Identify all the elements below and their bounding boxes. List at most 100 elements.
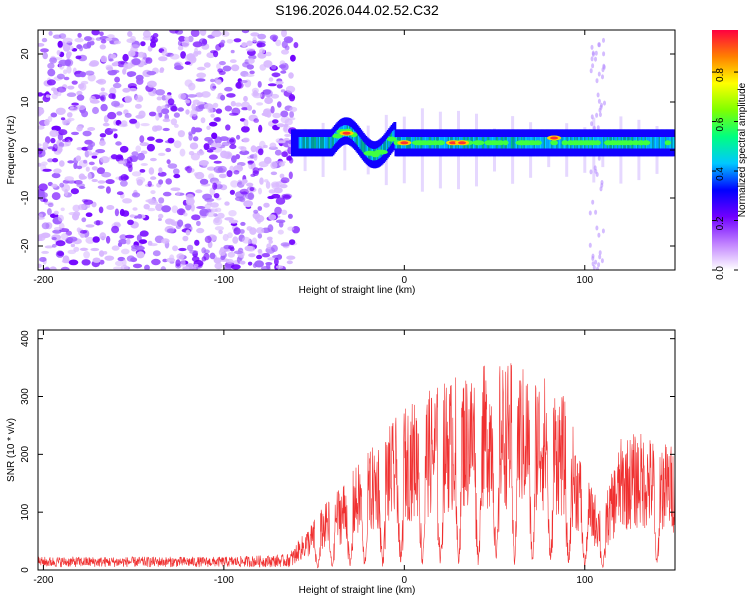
heatmap-cell (201, 247, 207, 254)
heatmap-cell (150, 190, 156, 195)
heatmap-cell (190, 203, 195, 212)
heatmap-cell (596, 92, 600, 98)
heatmap-cell (53, 210, 59, 215)
heatmap-cell (150, 176, 157, 180)
heatmap-cell (122, 259, 127, 267)
heatmap-cell (107, 111, 117, 120)
heatmap-cell (193, 172, 199, 177)
heatmap-cell (288, 239, 296, 246)
heatmap-cell (58, 129, 68, 136)
heatmap-cell (97, 185, 105, 189)
heatmap-cell (188, 82, 196, 91)
heatmap-cell (274, 257, 279, 266)
heatmap-cell (251, 109, 256, 115)
heatmap-cell (91, 178, 98, 183)
heatmap-cell (87, 127, 96, 131)
heatmap-cell (184, 53, 195, 62)
heatmap-cell (173, 173, 181, 179)
heatmap-cell (100, 55, 108, 63)
heatmap-cell (131, 192, 141, 198)
heatmap-cell (275, 219, 286, 224)
heatmap-cell (239, 80, 248, 83)
heatmap-cell (158, 167, 163, 173)
heatmap-cell (281, 30, 287, 38)
heatmap-cell (204, 198, 215, 202)
colorbar-gradient (712, 30, 738, 270)
heatmap-cell (279, 173, 285, 179)
heatmap-cell (200, 117, 206, 124)
heatmap-cell (209, 252, 216, 260)
heatmap-cell (210, 202, 219, 208)
heatmap-cell (76, 94, 85, 101)
y-tick-label: 10 (20, 96, 31, 108)
heatmap-cell (113, 266, 123, 270)
heatmap-cell (167, 137, 175, 144)
heatmap-cell (597, 155, 601, 161)
heatmap-cell (244, 73, 255, 77)
heatmap-cell (45, 94, 51, 98)
heatmap-cell (108, 93, 116, 99)
heatmap-cell (281, 40, 288, 49)
heatmap-cell (199, 178, 209, 185)
heatmap-cell (215, 79, 222, 85)
heatmap-cell (247, 104, 253, 111)
heatmap-cell (161, 205, 172, 213)
heatmap-cell (67, 236, 78, 242)
snr-y-ticks: 0 100 200 300 400 (20, 330, 675, 573)
heatmap-cell (216, 63, 221, 70)
y-tick-label: -10 (20, 190, 31, 205)
heatmap-cell (180, 51, 187, 59)
heatmap-cell (196, 128, 202, 133)
heatmap-cell (230, 100, 236, 107)
heatmap-cell (224, 201, 230, 206)
heatmap-cell (226, 170, 233, 178)
heatmap-cell (190, 109, 198, 117)
heatmap-cell (285, 85, 296, 93)
heatmap-cell (170, 118, 178, 126)
heatmap-cell (257, 249, 263, 254)
heatmap-cell (144, 264, 150, 270)
heatmap-cell (111, 245, 120, 251)
heatmap-cell (128, 50, 136, 57)
heatmap-cell (224, 86, 233, 92)
y-tick-label: 20 (20, 48, 31, 60)
heatmap-cell (589, 68, 593, 74)
heatmap-cell (102, 122, 110, 127)
heatmap-cell (148, 200, 159, 205)
heatmap-cell (196, 150, 205, 156)
heatmap-cell (208, 147, 217, 151)
heatmap-cell (236, 164, 243, 170)
heatmap-cell (229, 144, 237, 150)
heatmap-cell (281, 151, 288, 158)
heatmap-cell (100, 87, 105, 92)
heatmap-cell (268, 189, 276, 194)
heatmap-cell (223, 151, 233, 160)
heatmap-cell (56, 73, 65, 80)
heatmap-cell (84, 36, 92, 42)
heatmap-cell (149, 243, 158, 247)
x-tick-label: 0 (402, 575, 408, 586)
heatmap-cell (215, 108, 223, 114)
heatmap-cell (98, 206, 104, 214)
heatmap-core (593, 140, 601, 146)
heatmap-cell (124, 112, 132, 118)
heatmap-cell (270, 171, 278, 176)
heatmap-cell (69, 105, 74, 110)
heatmap-cell (210, 113, 215, 118)
heatmap-cell (57, 251, 64, 257)
heatmap-cell (120, 180, 128, 187)
heatmap-cell (38, 147, 43, 155)
heatmap-cell (176, 253, 185, 260)
heatmap-cell (165, 147, 172, 153)
heatmap-cell (258, 167, 264, 171)
heatmap-cell (51, 183, 58, 188)
heatmap-cell (204, 137, 213, 142)
heatmap-core (386, 136, 397, 142)
heatmap-cell (196, 72, 207, 79)
heatmap-cell (201, 38, 208, 45)
heatmap-cell (206, 149, 214, 153)
heatmap-cell (150, 157, 157, 162)
heatmap-core (472, 140, 485, 146)
heatmap-cell (229, 189, 235, 195)
heatmap-cell (195, 78, 206, 82)
